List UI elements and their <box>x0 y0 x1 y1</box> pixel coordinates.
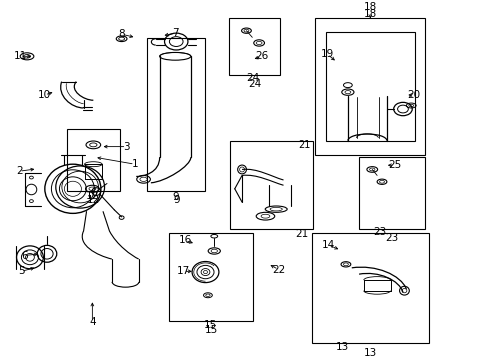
Text: 22: 22 <box>271 265 285 275</box>
Text: 17: 17 <box>177 266 190 276</box>
Bar <box>315 18 424 156</box>
Text: 5: 5 <box>18 266 24 276</box>
Text: 21: 21 <box>295 229 308 239</box>
Text: 15: 15 <box>204 325 217 335</box>
Text: 25: 25 <box>387 160 401 170</box>
Bar <box>66 129 120 190</box>
Text: 7: 7 <box>172 28 178 38</box>
Text: 26: 26 <box>254 51 267 61</box>
Text: 18: 18 <box>363 9 376 19</box>
Text: 23: 23 <box>385 233 398 243</box>
Text: 21: 21 <box>297 140 310 150</box>
Text: 19: 19 <box>320 49 333 59</box>
Bar <box>358 157 424 229</box>
Text: 9: 9 <box>172 192 178 202</box>
Text: 3: 3 <box>123 141 129 152</box>
Text: 24: 24 <box>247 79 261 89</box>
Text: 12: 12 <box>86 195 100 205</box>
Text: 10: 10 <box>38 90 51 100</box>
Bar <box>228 18 280 75</box>
Text: 13: 13 <box>335 342 348 352</box>
Bar <box>311 233 428 343</box>
Text: 20: 20 <box>407 90 420 100</box>
Text: 18: 18 <box>363 3 376 12</box>
Bar <box>168 233 253 320</box>
Text: 16: 16 <box>178 235 191 246</box>
Text: 2: 2 <box>16 166 22 176</box>
Bar <box>326 32 414 141</box>
Text: 9: 9 <box>173 195 179 205</box>
Text: 11: 11 <box>14 51 27 61</box>
Text: 8: 8 <box>118 29 124 39</box>
Text: 12: 12 <box>85 191 99 201</box>
Text: 13: 13 <box>363 348 376 357</box>
Text: 23: 23 <box>373 227 386 237</box>
Bar <box>147 38 205 190</box>
Text: 24: 24 <box>246 73 259 83</box>
Text: 4: 4 <box>89 317 96 327</box>
Bar <box>229 141 312 229</box>
Text: 15: 15 <box>203 320 217 330</box>
Text: 1: 1 <box>131 159 138 169</box>
Text: 14: 14 <box>321 240 334 250</box>
Text: 6: 6 <box>21 251 27 261</box>
